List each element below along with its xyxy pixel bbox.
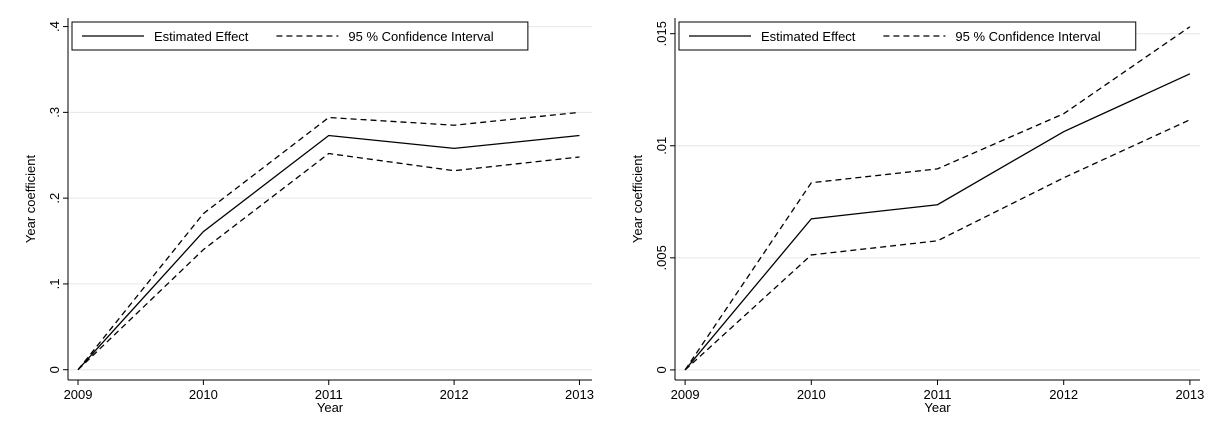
chart-panel: 0 .1 .2 .3 .4 2009 2010 2011 2012 2013 Year Year co… — [23, 18, 594, 415]
line — [684, 26, 1191, 371]
y-tick-label: .01 — [654, 137, 669, 155]
x-tick-label: 2013 — [1175, 387, 1204, 402]
legend: Estimated Effect 95 % Confidence Interval — [678, 21, 1137, 51]
x-tick-label: 2013 — [565, 387, 594, 402]
y-tick-label: .2 — [47, 193, 62, 204]
x-axis-title: Year — [317, 400, 344, 415]
y-tick-label: .005 — [654, 245, 669, 270]
legend-label: 95 % Confidence Interval — [348, 29, 493, 44]
x-tick-label: 2012 — [440, 387, 469, 402]
y-tick-label: .4 — [47, 21, 62, 32]
x-tick-label: 2009 — [64, 387, 93, 402]
plot-area — [675, 18, 1200, 380]
x-tick-label: 2011 — [315, 387, 343, 402]
y-axis-title: Year coefficient — [630, 155, 645, 244]
x-tick-label: 2012 — [1049, 387, 1078, 402]
x-tick-label: 2010 — [797, 387, 826, 402]
y-axis-title: Year coefficient — [23, 155, 38, 244]
plot-area — [68, 18, 592, 380]
y-tick-label: .1 — [47, 279, 62, 290]
y-tick-label: 0 — [47, 366, 62, 373]
line — [684, 119, 1191, 371]
y-tick-label: 0 — [654, 366, 669, 373]
x-tick-label: 2010 — [189, 387, 218, 402]
y-tick-label: .3 — [47, 107, 62, 118]
line — [77, 111, 580, 371]
line — [684, 73, 1191, 371]
legend: Estimated Effect 95 % Confidence Interval — [71, 21, 529, 51]
legend-label: 95 % Confidence Interval — [955, 29, 1100, 44]
y-tick-label: .015 — [654, 21, 669, 46]
x-tick-label: 2011 — [924, 387, 952, 402]
chart-panel: 0 .005 .01 .015 2009 2010 2011 2012 2013 Year Year… — [630, 18, 1204, 415]
line — [77, 134, 580, 371]
legend-label: Estimated Effect — [761, 29, 856, 44]
line — [77, 152, 580, 371]
legend-label: Estimated Effect — [154, 29, 249, 44]
x-tick-label: 2009 — [671, 387, 700, 402]
x-axis-title: Year — [924, 400, 951, 415]
